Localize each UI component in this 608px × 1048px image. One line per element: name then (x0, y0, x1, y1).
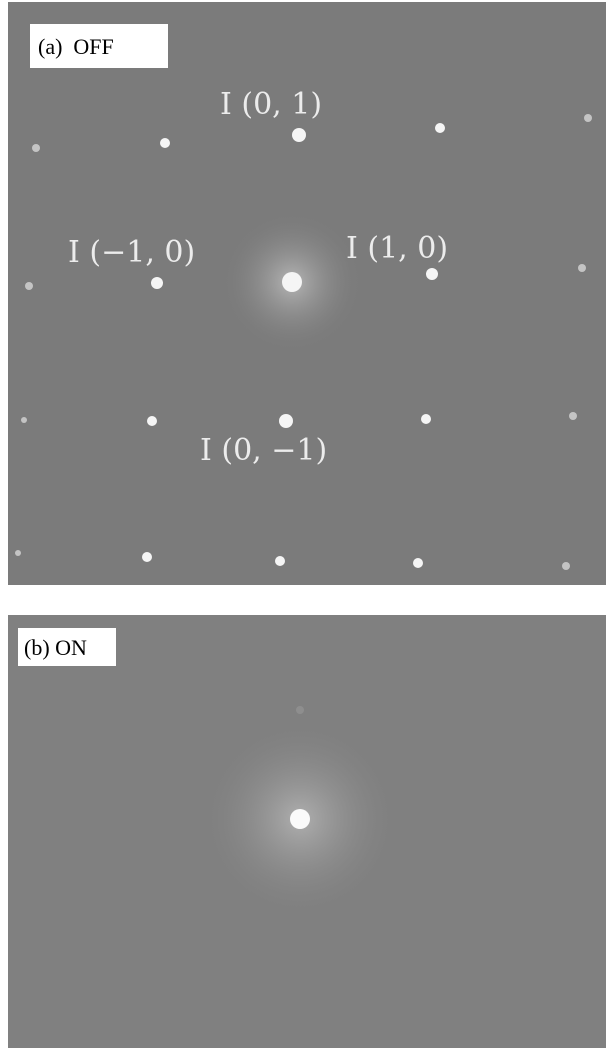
page: (a) OFF I (0, 1) I (−1, 0) I (1, 0) I (0… (0, 0, 608, 1048)
spot (151, 277, 163, 289)
spot (275, 556, 285, 566)
spot (413, 558, 423, 568)
spot-label: I (0, 1) (220, 87, 322, 122)
spot (562, 562, 570, 570)
panel-label: (b) ON (24, 635, 87, 660)
spot (147, 416, 157, 426)
spot (296, 706, 304, 714)
spot-label: I (1, 0) (346, 231, 448, 266)
spot (426, 268, 438, 280)
spot (421, 414, 431, 424)
spot (25, 282, 33, 290)
spot (584, 114, 592, 122)
spot (282, 272, 302, 292)
spot (290, 809, 310, 829)
spot (292, 128, 306, 142)
spot (279, 414, 293, 428)
panel-a: (a) OFF I (0, 1) I (−1, 0) I (1, 0) I (0… (8, 2, 606, 585)
spot-label: I (−1, 0) (68, 235, 195, 270)
panel-b: (b) ON (8, 615, 606, 1048)
spot-label: I (0, −1) (200, 433, 327, 468)
spot (160, 138, 170, 148)
spot (142, 552, 152, 562)
spot (569, 412, 577, 420)
panel-label: (a) OFF (38, 34, 114, 59)
spot (578, 264, 586, 272)
spot (15, 550, 21, 556)
spot (435, 123, 445, 133)
spot (21, 417, 27, 423)
spot (32, 144, 40, 152)
figure: (a) OFF I (0, 1) I (−1, 0) I (1, 0) I (0… (0, 0, 608, 1048)
